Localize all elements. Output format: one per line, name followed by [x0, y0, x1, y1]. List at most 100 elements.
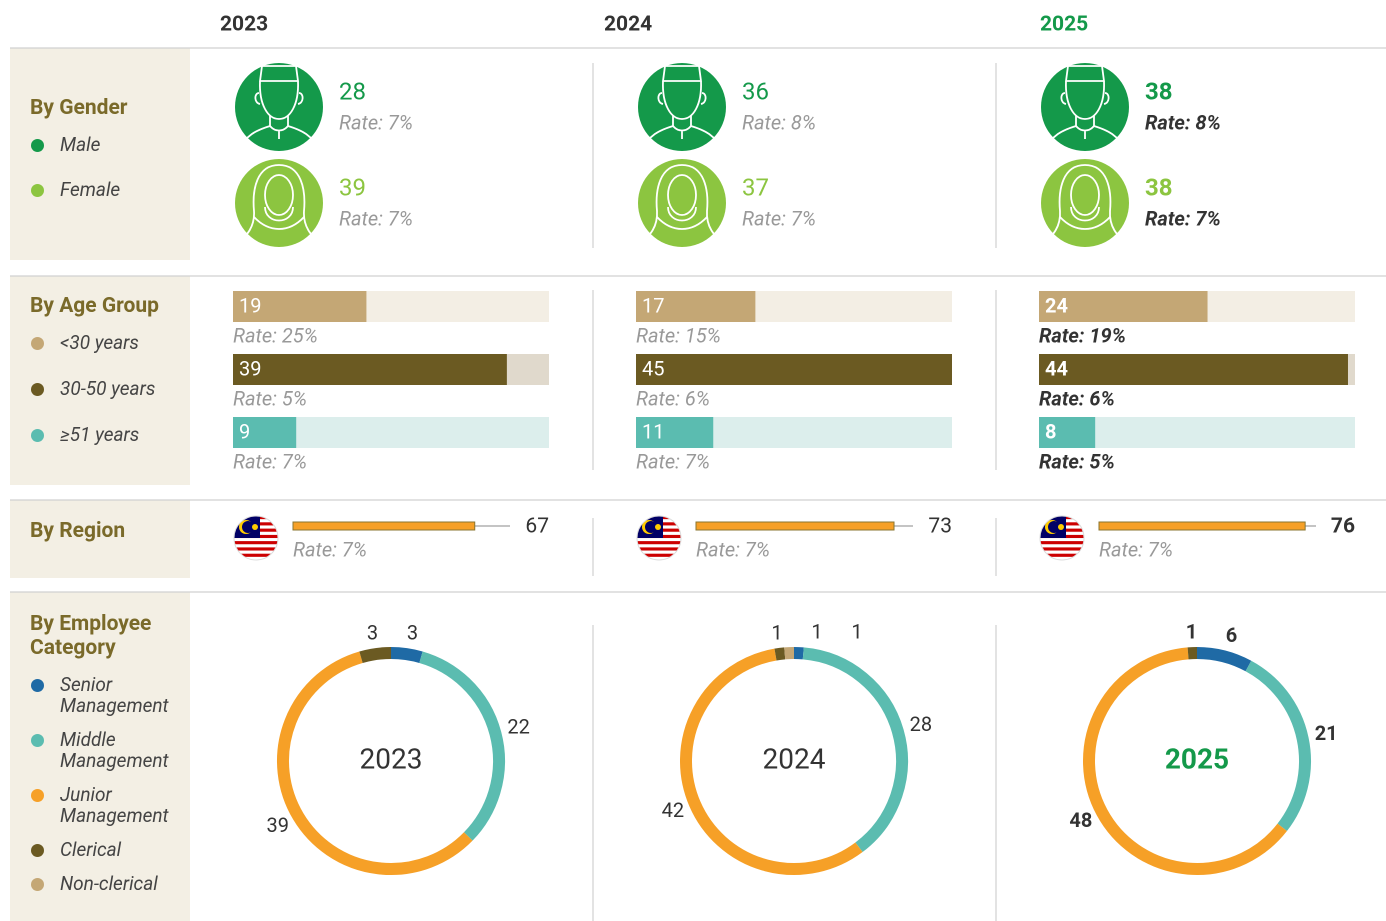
donut-segment — [277, 651, 473, 875]
donut-center: 2025 — [1165, 742, 1229, 775]
region-bar — [1098, 521, 1306, 531]
gender-rate: Rate: 8% — [742, 110, 816, 134]
legend-item: Male — [30, 134, 182, 155]
gender-value: 38 — [1145, 173, 1173, 201]
donut-label: 6 — [1226, 623, 1237, 647]
legend-dot — [31, 734, 44, 747]
age-bar — [636, 417, 714, 448]
donut-segment — [419, 651, 505, 841]
donut-label: 28 — [910, 712, 932, 736]
gender-legend: By Gender Male Female — [30, 96, 182, 224]
gender-value: 38 — [1145, 77, 1173, 105]
age-value: 44 — [1045, 356, 1068, 380]
legend-dot — [31, 139, 44, 152]
legend-dot — [31, 383, 44, 396]
legend-dot — [31, 679, 44, 692]
donut-label: 22 — [507, 715, 529, 739]
donut-label: 1 — [851, 619, 862, 643]
age-value: 9 — [239, 419, 250, 443]
section-title: By Age Group — [30, 294, 159, 318]
legend-label: Middle Management — [60, 728, 169, 772]
region-rate: Rate: 7% — [293, 537, 367, 561]
donut-segment — [1196, 647, 1252, 672]
age-value: 45 — [642, 356, 664, 380]
donut-label: 1 — [811, 619, 822, 643]
age-rate: Rate: 15% — [636, 323, 721, 347]
region-value: 67 — [525, 515, 549, 539]
age-value: 8 — [1045, 419, 1056, 443]
legend-label: Junior Management — [60, 783, 169, 827]
gender-rate: Rate: 7% — [339, 206, 413, 230]
donut-label: 21 — [1315, 721, 1338, 745]
legend-label: <30 years — [60, 331, 139, 354]
donut-segment — [390, 647, 423, 664]
legend-item: 30-50 years — [30, 378, 182, 399]
legend-dot — [31, 789, 44, 802]
legend-label: Non-clerical — [60, 872, 158, 895]
age-rate: Rate: 25% — [233, 323, 318, 347]
legend-item: Middle Management — [30, 729, 182, 771]
donut-label: 1 — [1186, 619, 1197, 643]
age-bar — [233, 417, 297, 448]
legend-label: Senior Management — [60, 673, 169, 717]
legend-item: Junior Management — [30, 784, 182, 826]
donut-segment — [1245, 660, 1311, 832]
age-value: 39 — [239, 356, 261, 380]
legend-dot — [31, 184, 44, 197]
donut-segment — [680, 648, 863, 875]
region-legend: By Region — [30, 519, 182, 543]
legend-item: ≥51 years — [30, 424, 182, 445]
gender-value: 28 — [339, 77, 366, 105]
legend-dot — [31, 337, 44, 350]
gender-rate: Rate: 7% — [1145, 206, 1221, 230]
age-rate: Rate: 5% — [233, 386, 307, 410]
age-value: 11 — [642, 419, 664, 443]
legend-dot — [31, 878, 44, 891]
legend-item: Female — [30, 179, 182, 200]
gender-icon — [1041, 63, 1129, 151]
age-bar — [636, 291, 756, 322]
donut-segment — [1083, 647, 1287, 875]
category-legend: By Employee Category Senior Management Mid… — [30, 612, 182, 907]
donut-label: 3 — [407, 621, 418, 645]
donut-label: 1 — [771, 620, 782, 644]
legend-item: <30 years — [30, 332, 182, 353]
region-bar — [695, 521, 895, 531]
gender-rate: Rate: 8% — [1145, 110, 1221, 134]
region-bar — [292, 521, 476, 531]
background — [10, 47, 1386, 921]
gender-rate: Rate: 7% — [339, 110, 413, 134]
flag — [1040, 516, 1084, 560]
section-title: By Region — [30, 519, 126, 543]
legend-label: Clerical — [60, 838, 122, 861]
section-title: By Employee Category — [30, 612, 152, 660]
year-header: 2025 — [1040, 13, 1088, 37]
year-header: 2023 — [220, 13, 268, 37]
legend-item: Senior Management — [30, 674, 182, 716]
region-value: 73 — [928, 515, 952, 539]
donut-segment — [359, 647, 392, 664]
age-bar — [1039, 291, 1208, 322]
donut-center: 2023 — [360, 742, 423, 775]
age-bar — [636, 354, 952, 385]
donut-label: 3 — [367, 621, 378, 645]
age-rate: Rate: 5% — [1039, 449, 1115, 473]
age-rate: Rate: 6% — [1039, 386, 1115, 410]
age-bar — [233, 354, 507, 385]
donut-center: 2024 — [763, 742, 826, 775]
year-header: 2024 — [604, 13, 652, 37]
age-rate: Rate: 7% — [233, 449, 307, 473]
region-rate: Rate: 7% — [1099, 537, 1173, 561]
age-bar — [233, 291, 367, 322]
age-value: 24 — [1045, 293, 1068, 317]
donut-label: 39 — [266, 813, 288, 837]
legend-item: Clerical — [30, 839, 182, 860]
age-rate: Rate: 19% — [1039, 323, 1126, 347]
donut-label: 48 — [1069, 808, 1092, 832]
gender-value: 36 — [742, 77, 769, 105]
legend-dot — [31, 844, 44, 857]
donut-segment — [802, 647, 908, 853]
age-value: 19 — [239, 293, 261, 317]
